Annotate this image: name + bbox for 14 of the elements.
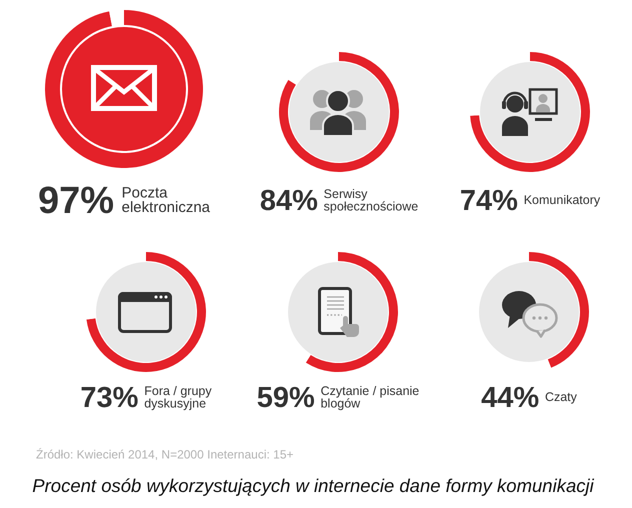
slice-label: Serwisy społecznościowe bbox=[324, 186, 418, 214]
text: Źródło: Kwiecień 2014, N=2000 Ineternauci: 15+ bbox=[36, 448, 294, 462]
data-label: 59% bbox=[256, 382, 316, 414]
text: Procent osób wykorzystujących w internecie dane formy komunikacji bbox=[32, 475, 595, 496]
data-label: 73% bbox=[80, 382, 139, 414]
slice-label: Czaty bbox=[544, 390, 578, 404]
data-label: 84% bbox=[260, 185, 318, 217]
slice-label: Komunikatory bbox=[524, 193, 601, 208]
data-label: 44% bbox=[481, 382, 540, 414]
data-label: 97% bbox=[38, 180, 114, 222]
slice-label: Poczta elektroniczna bbox=[122, 184, 211, 216]
slice-label: Fora / grupy dyskusyjne bbox=[144, 384, 212, 410]
slice-label: Czytanie / pisanie blogów bbox=[320, 384, 420, 410]
data-label: 74% bbox=[460, 185, 518, 217]
